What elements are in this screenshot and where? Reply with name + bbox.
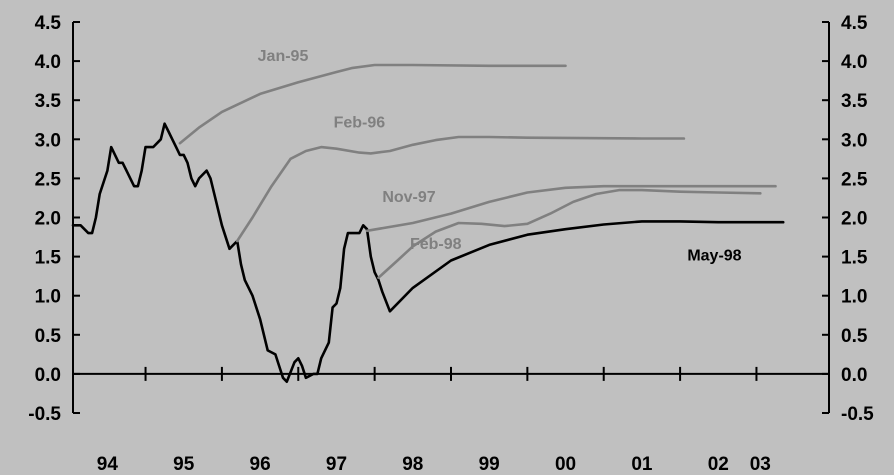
series-line-feb-98 (377, 188, 762, 279)
x-tick-label: 99 (479, 454, 500, 475)
series-line-nov-97 (365, 184, 777, 233)
chart-series (71, 63, 785, 383)
x-tick-label: 94 (97, 454, 119, 475)
x-tick-label: 00 (555, 454, 576, 475)
y-tick-label-left: 2.0 (35, 209, 61, 230)
y-tick-label-right: 4.5 (841, 13, 868, 34)
series-line-feb-96 (235, 135, 686, 243)
x-tick-label: 96 (250, 454, 271, 475)
series-label-feb-96: Feb-96 (334, 115, 386, 132)
y-tick-label-left: 2.5 (35, 169, 62, 190)
y-tick-label-right: 3.0 (841, 130, 867, 151)
y-tick-label-right: 1.0 (841, 287, 867, 308)
chart-series-labels: Jan-95 Feb-96 Nov-97 Feb-98 May-98 (258, 48, 742, 264)
y-tick-label-left: 0.5 (35, 326, 62, 347)
y-tick-label-right: 1.5 (841, 248, 868, 269)
series-label-jan-95: Jan-95 (258, 48, 309, 65)
y-tick-label-right: 4.0 (841, 52, 867, 73)
y-tick-label-right: 0.5 (841, 326, 868, 347)
x-tick-label: 01 (631, 454, 653, 475)
series-label-may-98: May-98 (687, 248, 741, 265)
chart-axes: 4.5 4.5 4.0 4.0 3.5 3.5 3.0 3.0 2.5 2.5 2.0 2.0 1.5 1… (28, 13, 874, 475)
y-tick-label-right: 3.5 (841, 91, 868, 112)
y-tick-label-left: 4.5 (35, 13, 62, 34)
y-tick-label-right: 2.0 (841, 209, 867, 230)
y-tick-label-right: 0.0 (841, 365, 867, 386)
x-tick-label: 95 (173, 454, 195, 475)
y-tick-label-left: 3.5 (35, 91, 62, 112)
x-tick-label: 03 (750, 454, 771, 475)
y-tick-label-left: 4.0 (35, 52, 61, 73)
series-line-may-98 (71, 122, 785, 383)
series-label-feb-98: Feb-98 (410, 236, 462, 253)
y-tick-label-left: -0.5 (28, 404, 61, 425)
series-line-jan-95 (178, 63, 567, 145)
y-tick-label-right: -0.5 (841, 404, 874, 425)
y-tick-label-left: 0.0 (35, 365, 61, 386)
y-tick-label-left: 1.0 (35, 287, 61, 308)
x-tick-label: 98 (402, 454, 423, 475)
x-tick-label: 02 (708, 454, 729, 475)
y-tick-label-right: 2.5 (841, 169, 868, 190)
y-tick-label-left: 1.5 (35, 248, 62, 269)
y-tick-label-left: 3.0 (35, 130, 61, 151)
series-label-nov-97: Nov-97 (382, 189, 435, 206)
x-tick-label: 97 (326, 454, 347, 475)
